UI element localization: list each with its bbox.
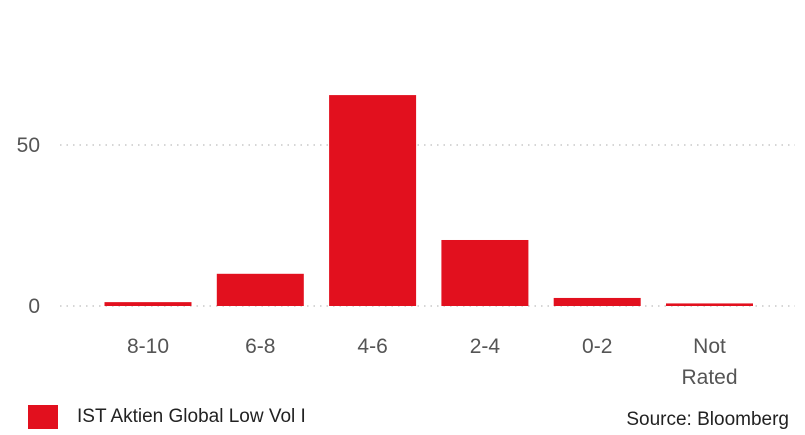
- legend: IST Aktien Global Low Vol I: [28, 405, 306, 429]
- x-tick-label: 0-2: [582, 335, 612, 358]
- x-tick-label: 8-10: [127, 335, 169, 358]
- x-tick-label: Not Rated: [681, 335, 737, 389]
- bars: [104, 95, 753, 306]
- bar: [329, 95, 417, 306]
- y-tick-label: 50: [17, 134, 40, 157]
- x-tick-label: 2-4: [470, 335, 501, 358]
- legend-label: IST Aktien Global Low Vol I: [77, 406, 306, 427]
- bar: [216, 273, 304, 306]
- gridlines: [60, 144, 795, 307]
- y-axis-ticks: 0 50: [17, 134, 40, 318]
- bar: [104, 302, 192, 306]
- x-tick-label: 4-6: [357, 335, 387, 358]
- bar: [666, 303, 753, 306]
- source-note: Source: Bloomberg: [626, 409, 789, 430]
- y-tick-label: 0: [28, 295, 40, 318]
- x-axis-ticks: 8-10 6-8 4-6 2-4 0-2 Not Rated: [127, 335, 738, 389]
- bar: [441, 239, 529, 306]
- bar: [553, 297, 641, 306]
- legend-swatch: [28, 405, 58, 429]
- x-tick-label: 6-8: [245, 335, 275, 358]
